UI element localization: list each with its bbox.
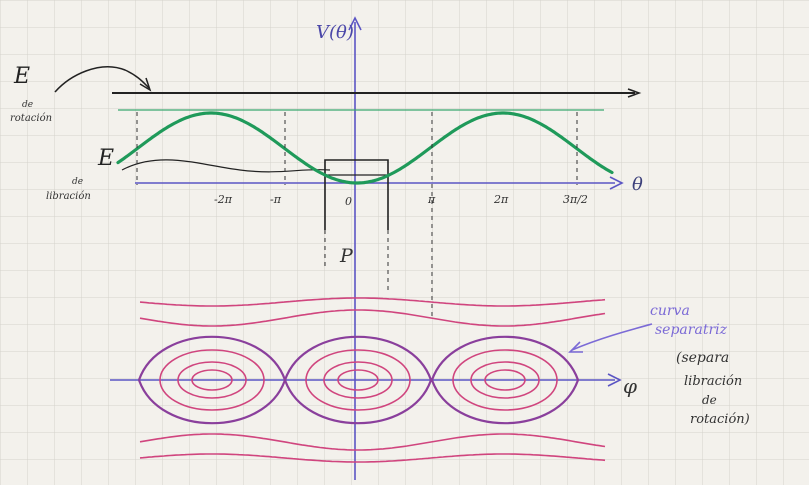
libration-orbit [305,349,411,411]
theta-axis-arrow [609,176,624,190]
libration-orbit [191,369,233,391]
rotation-orbit [139,453,606,463]
rotation-orbit [139,309,606,327]
rotation-pointer-arrow [54,66,150,93]
tick-zero: 0 [345,195,352,208]
rotation-energy-label: E [13,64,30,89]
libration-orbit [470,361,540,399]
separatrix-eye [283,335,433,425]
phi-axis-label: φ [623,374,637,398]
phi-axis-arrow [607,373,622,387]
libration-energy-label: E [97,146,114,171]
separatrix-pointer-head [568,341,583,353]
separatrix-pointer [571,323,653,351]
separatrix-note-1: (separa [676,350,729,366]
tick-2pi: 2π [493,193,509,206]
libration-energy-sub-1: de [72,177,83,187]
libration-energy-box [324,159,389,230]
phase-orbits [139,297,606,463]
libration-orbit [484,369,526,391]
rotation-pointer-head [139,77,152,92]
tick-minus-pi: -π [270,193,282,206]
separatrix-curve [137,335,580,425]
rotation-energy-arrow [627,88,642,98]
potential-curve [116,111,614,185]
rotation-energy-sub-1: de [22,100,33,110]
libration-orbit [337,369,379,391]
separatrix-label-1: curva [650,303,690,319]
libration-orbit [452,349,558,411]
v-axis-label: V(θ) [316,22,354,43]
guide-lines [136,112,578,320]
tick-pi: π [427,193,436,206]
tick-minus-2pi: -2π [214,193,233,206]
libration-orbit [323,361,393,399]
separatrix-note-4: rotación) [690,412,750,427]
tick-3pi-2: 3π/2 [563,193,588,206]
separatrix-note-3: de [702,393,717,407]
libration-energy-sub-2: libración [46,191,91,202]
libration-pointer-line [121,159,331,173]
v-axis-arrow [348,16,362,31]
p-axis-label: P [339,245,354,267]
separatrix-note-2: libración [684,374,742,389]
potential-graph: V(θ) θ E de rotación E de libración [10,16,643,480]
rotation-orbit [139,433,606,451]
theta-axis-label: θ [632,174,643,195]
rotation-orbit [139,297,606,307]
separatrix-label-2: separatriz [655,322,728,338]
phase-portrait: P φ curva separatriz (separa libración d… [110,245,750,463]
separatrix-eye [430,335,580,425]
libration-orbit [177,361,247,399]
libration-orbit [159,349,265,411]
rotation-energy-sub-2: rotación [10,113,52,124]
